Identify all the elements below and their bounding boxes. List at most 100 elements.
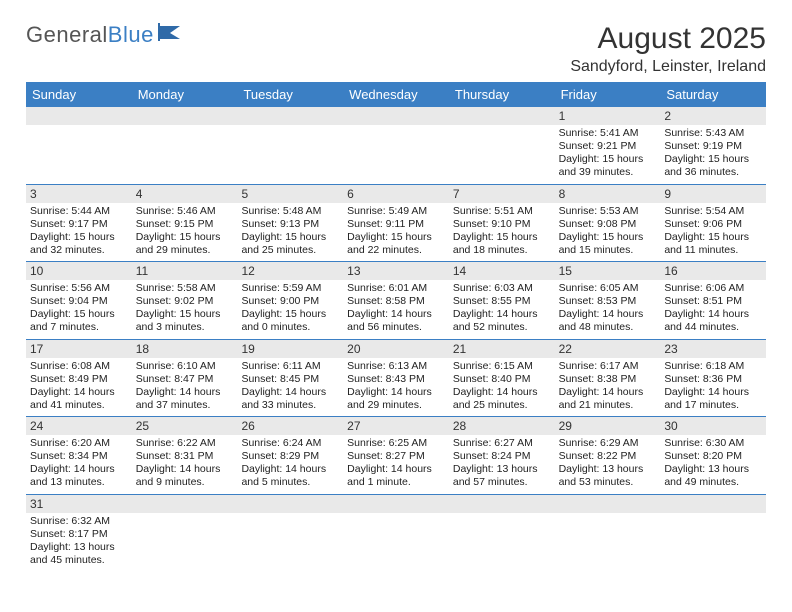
detail-line: Daylight: 14 hours [347,463,445,476]
day-details: Sunrise: 6:25 AMSunset: 8:27 PMDaylight:… [343,435,449,494]
detail-line: Sunrise: 5:58 AM [136,282,234,295]
day-number: 5 [237,185,343,203]
detail-line: Daylight: 14 hours [136,386,234,399]
day-details-row: Sunrise: 5:56 AMSunset: 9:04 PMDaylight:… [26,280,766,339]
day-label: Saturday [660,82,766,107]
detail-line: Sunset: 8:49 PM [30,373,128,386]
day-number-row: 10111213141516 [26,262,766,280]
detail-line: Sunrise: 6:13 AM [347,360,445,373]
detail-line: Daylight: 13 hours [453,463,551,476]
detail-line: Sunset: 8:22 PM [559,450,657,463]
calendar-body: 12Sunrise: 5:41 AMSunset: 9:21 PMDayligh… [26,107,766,571]
detail-line: Sunrise: 6:05 AM [559,282,657,295]
detail-line: Sunset: 8:51 PM [664,295,762,308]
day-details [26,125,132,184]
day-header-row: Sunday Monday Tuesday Wednesday Thursday… [26,82,766,107]
day-number: 26 [237,417,343,435]
day-label: Tuesday [237,82,343,107]
day-number-row: 12 [26,107,766,125]
detail-line: Sunrise: 6:29 AM [559,437,657,450]
day-label: Sunday [26,82,132,107]
detail-line: Daylight: 13 hours [664,463,762,476]
detail-line: Sunrise: 6:25 AM [347,437,445,450]
day-details [343,125,449,184]
logo-text-2: Blue [108,22,154,48]
detail-line: Sunrise: 6:27 AM [453,437,551,450]
day-number: 13 [343,262,449,280]
day-label: Thursday [449,82,555,107]
detail-line: Sunset: 8:43 PM [347,373,445,386]
day-details: Sunrise: 6:24 AMSunset: 8:29 PMDaylight:… [237,435,343,494]
day-details: Sunrise: 6:18 AMSunset: 8:36 PMDaylight:… [660,358,766,417]
day-details: Sunrise: 6:06 AMSunset: 8:51 PMDaylight:… [660,280,766,339]
day-number: 28 [449,417,555,435]
detail-line: and 32 minutes. [30,244,128,257]
detail-line: Daylight: 15 hours [30,308,128,321]
day-details [237,125,343,184]
day-details-row: Sunrise: 6:08 AMSunset: 8:49 PMDaylight:… [26,358,766,417]
day-number: 15 [555,262,661,280]
detail-line: Daylight: 14 hours [30,386,128,399]
day-number: 6 [343,185,449,203]
detail-line: and 11 minutes. [664,244,762,257]
day-number-row: 24252627282930 [26,417,766,435]
detail-line: Sunset: 8:55 PM [453,295,551,308]
day-number: 25 [132,417,238,435]
month-title: August 2025 [570,22,766,56]
detail-line: and 25 minutes. [453,399,551,412]
day-details: Sunrise: 6:10 AMSunset: 8:47 PMDaylight:… [132,358,238,417]
day-number: 30 [660,417,766,435]
detail-line: Sunset: 8:38 PM [559,373,657,386]
day-details: Sunrise: 6:05 AMSunset: 8:53 PMDaylight:… [555,280,661,339]
detail-line: Sunset: 9:10 PM [453,218,551,231]
day-number [660,495,766,513]
detail-line: and 33 minutes. [241,399,339,412]
detail-line: Sunrise: 6:08 AM [30,360,128,373]
detail-line: Sunrise: 6:22 AM [136,437,234,450]
detail-line: and 15 minutes. [559,244,657,257]
detail-line: Sunset: 8:34 PM [30,450,128,463]
day-number [237,495,343,513]
detail-line: and 44 minutes. [664,321,762,334]
day-details: Sunrise: 6:27 AMSunset: 8:24 PMDaylight:… [449,435,555,494]
detail-line: Sunrise: 5:48 AM [241,205,339,218]
detail-line: Sunrise: 5:43 AM [664,127,762,140]
detail-line: and 39 minutes. [559,166,657,179]
week: 31Sunrise: 6:32 AMSunset: 8:17 PMDayligh… [26,495,766,572]
detail-line: and 52 minutes. [453,321,551,334]
detail-line: Sunset: 9:11 PM [347,218,445,231]
detail-line: Daylight: 14 hours [453,308,551,321]
detail-line: Daylight: 13 hours [559,463,657,476]
day-number: 31 [26,495,132,513]
day-details: Sunrise: 6:17 AMSunset: 8:38 PMDaylight:… [555,358,661,417]
detail-line: Sunset: 8:36 PM [664,373,762,386]
day-number: 12 [237,262,343,280]
detail-line: Sunset: 9:15 PM [136,218,234,231]
detail-line: and 29 minutes. [347,399,445,412]
detail-line: and 36 minutes. [664,166,762,179]
detail-line: Daylight: 14 hours [241,386,339,399]
detail-line: and 9 minutes. [136,476,234,489]
day-details: Sunrise: 6:01 AMSunset: 8:58 PMDaylight:… [343,280,449,339]
day-number: 27 [343,417,449,435]
detail-line: and 25 minutes. [241,244,339,257]
detail-line: Sunset: 9:04 PM [30,295,128,308]
detail-line: Daylight: 15 hours [559,153,657,166]
detail-line: Daylight: 14 hours [30,463,128,476]
day-number: 16 [660,262,766,280]
detail-line: Daylight: 14 hours [559,386,657,399]
day-number: 1 [555,107,661,125]
detail-line: Sunrise: 6:01 AM [347,282,445,295]
detail-line: Sunrise: 5:49 AM [347,205,445,218]
day-details [132,513,238,572]
day-details-row: Sunrise: 5:44 AMSunset: 9:17 PMDaylight:… [26,203,766,262]
detail-line: Sunset: 8:47 PM [136,373,234,386]
day-number: 17 [26,340,132,358]
day-number: 29 [555,417,661,435]
day-number: 2 [660,107,766,125]
detail-line: Sunrise: 6:17 AM [559,360,657,373]
day-details [343,513,449,572]
detail-line: Sunrise: 5:56 AM [30,282,128,295]
detail-line: Sunset: 8:24 PM [453,450,551,463]
detail-line: Daylight: 15 hours [347,231,445,244]
